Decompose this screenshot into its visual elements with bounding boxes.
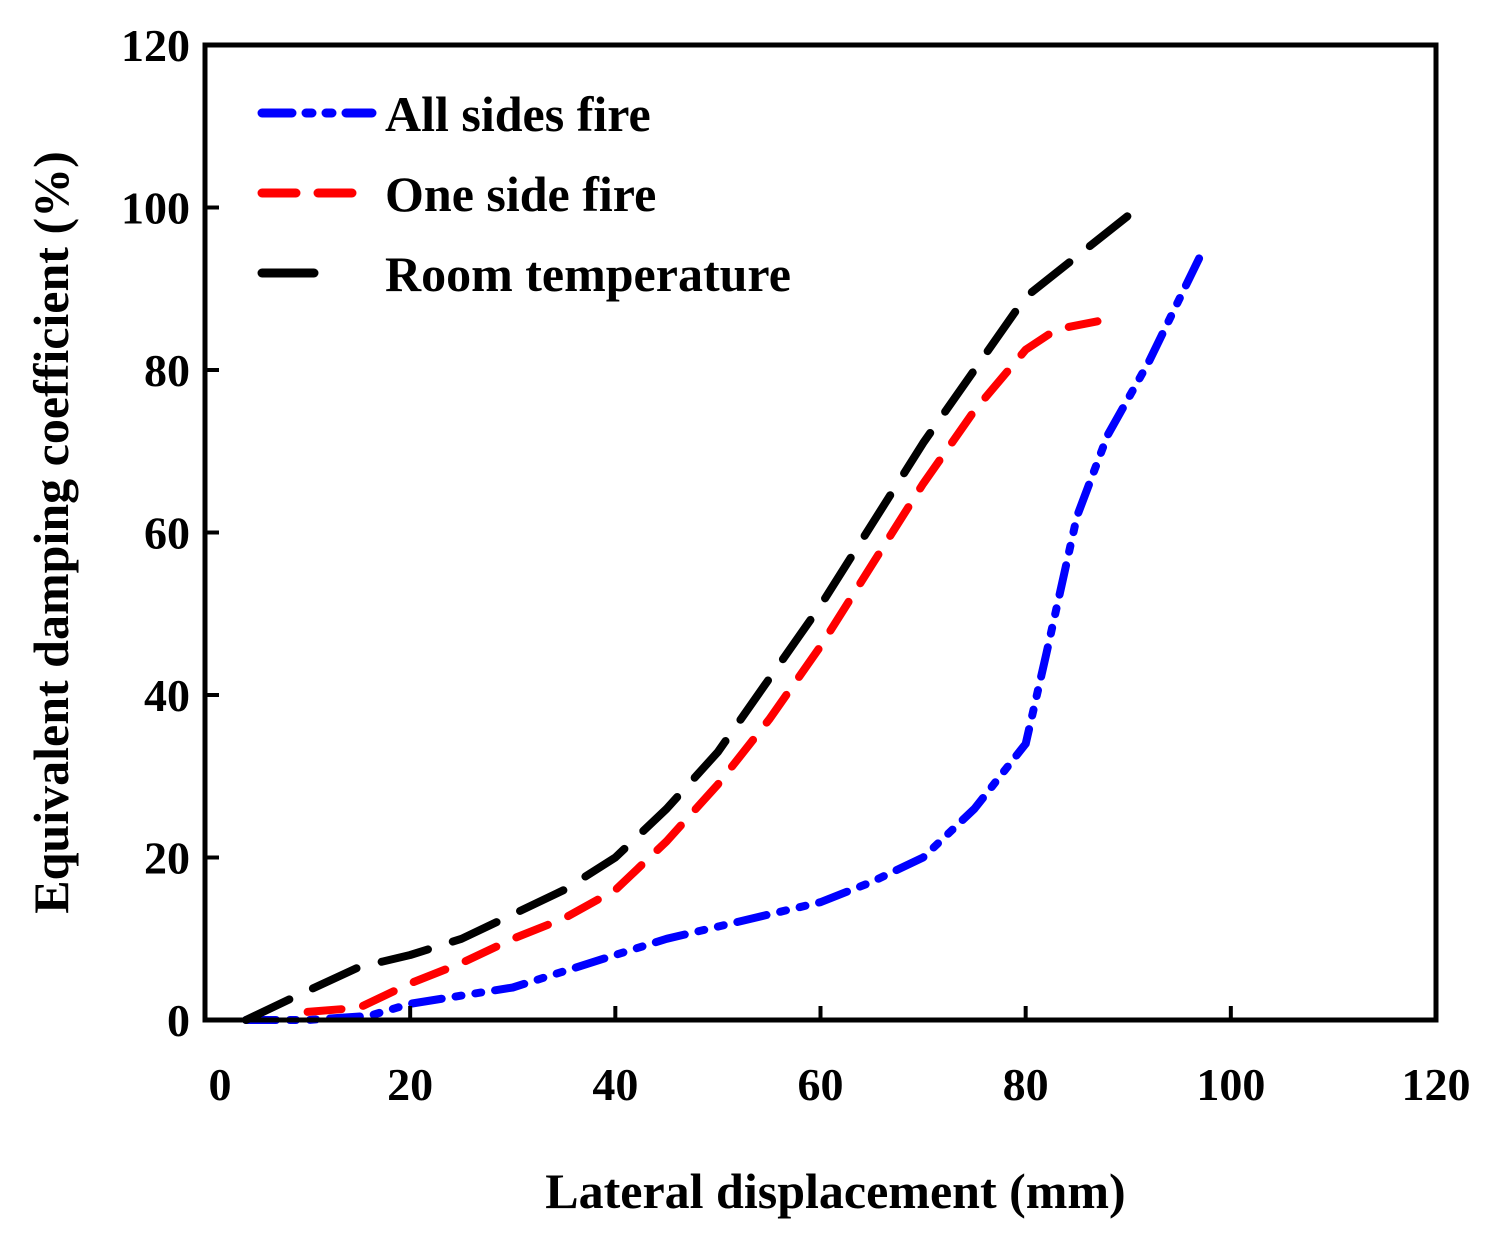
x-axis: 0 20 40 60 80 100 120 bbox=[203, 1006, 1471, 1110]
y-tick-label: 20 bbox=[144, 833, 190, 884]
plot-lines bbox=[242, 211, 1205, 1024]
series-line-2 bbox=[303, 317, 1102, 1016]
x-tick-label: 60 bbox=[798, 1059, 844, 1110]
legend-label-1: All sides fire bbox=[385, 86, 651, 142]
x-tick-label: 100 bbox=[1196, 1059, 1265, 1110]
legend-label-2: One side fire bbox=[385, 166, 656, 222]
y-tick-label: 0 bbox=[167, 995, 190, 1046]
x-axis-title: Lateral displacement (mm) bbox=[545, 1163, 1125, 1219]
y-axis-title: Equivalent damping coefficient (%) bbox=[23, 151, 79, 913]
legend-label-3: Room temperature bbox=[385, 246, 791, 302]
y-tick-label: 60 bbox=[144, 508, 190, 559]
series-line-1 bbox=[242, 252, 1205, 1024]
x-tick-label: 0 bbox=[209, 1059, 232, 1110]
y-tick-label: 40 bbox=[144, 670, 190, 721]
series-line-3 bbox=[242, 211, 1133, 1024]
y-tick-label: 80 bbox=[144, 345, 190, 396]
x-tick-label: 40 bbox=[592, 1059, 638, 1110]
y-tick-label: 100 bbox=[121, 183, 190, 234]
x-tick-label: 80 bbox=[1003, 1059, 1049, 1110]
y-axis: 0 20 40 60 80 100 120 bbox=[121, 20, 219, 1046]
legend: All sides fire One side fire Room temperat… bbox=[257, 86, 791, 302]
y-tick-label: 120 bbox=[121, 20, 190, 71]
x-tick-label: 20 bbox=[387, 1059, 433, 1110]
x-tick-label: 120 bbox=[1402, 1059, 1471, 1110]
